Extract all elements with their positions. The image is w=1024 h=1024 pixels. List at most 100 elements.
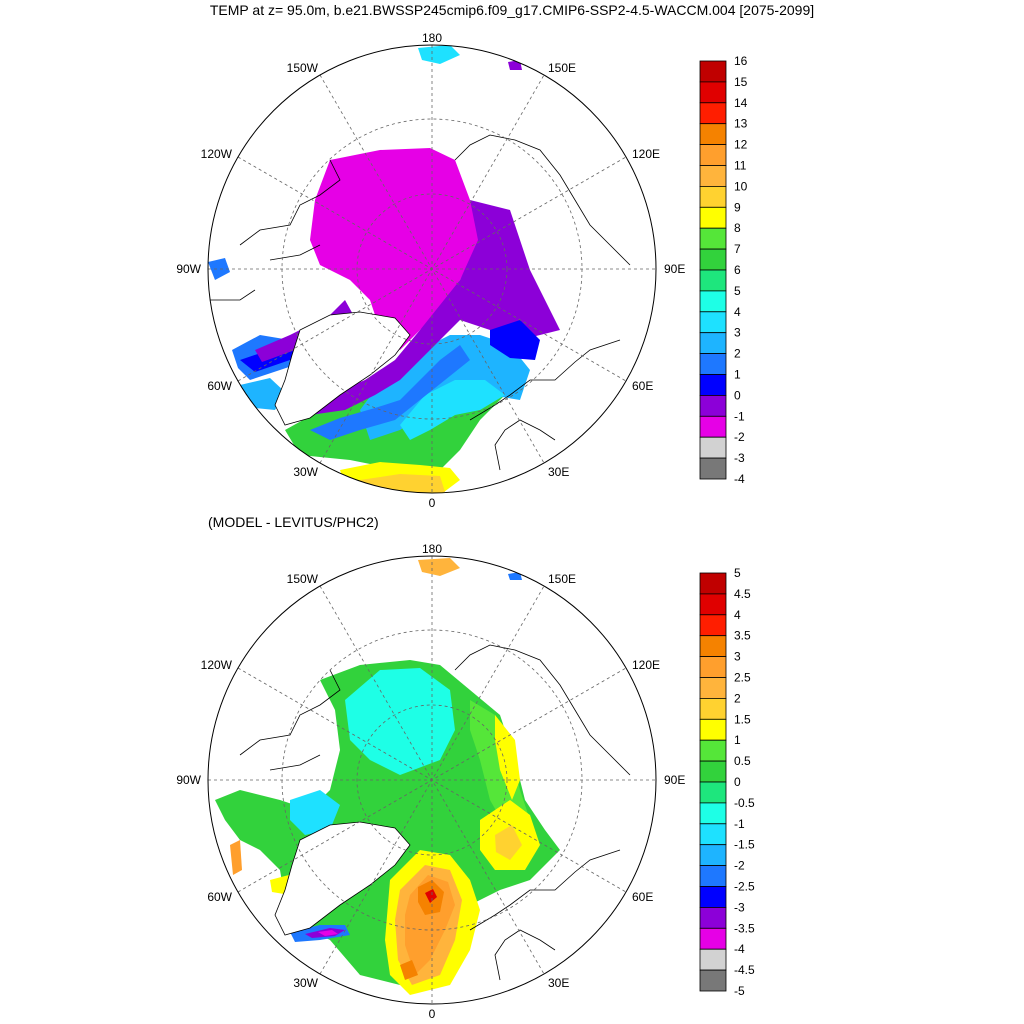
top-colorbar-tick-label: 2 bbox=[734, 347, 741, 361]
bottom-colorbar-tick-label: -4 bbox=[734, 942, 745, 956]
bottom-colorbar-tick-label: 4.5 bbox=[734, 587, 751, 601]
top-colorbar-tick-label: 12 bbox=[734, 138, 748, 152]
top-field-bering bbox=[418, 45, 460, 64]
top-greenland bbox=[274, 311, 411, 426]
bottom-colorbar-tick-label: -1 bbox=[734, 817, 745, 831]
top-colorbar-swatch bbox=[699, 457, 727, 480]
bottom-colorbar-swatch bbox=[699, 969, 727, 992]
bottom-siberia-coast bbox=[454, 644, 631, 776]
top-colorbar-swatch bbox=[699, 60, 727, 83]
bottom-field-yellow-east bbox=[495, 715, 520, 800]
top-colorbar-swatch bbox=[699, 353, 727, 375]
top-colorbar-tick-label: 11 bbox=[734, 159, 747, 173]
top-label-180: 180 bbox=[422, 31, 442, 45]
top-map-border bbox=[207, 44, 657, 494]
bottom-colorbar-swatch bbox=[699, 886, 727, 908]
bottom-colorbar-tick-label: -0.5 bbox=[734, 796, 755, 810]
difference-subtitle: (MODEL - LEVITUS/PHC2) bbox=[208, 514, 379, 530]
bottom-field-nordic-south bbox=[400, 960, 418, 980]
bottom-label-60w: 60W bbox=[207, 890, 232, 904]
bottom-colorbar-swatch bbox=[699, 927, 727, 950]
bottom-anomaly-field bbox=[215, 558, 631, 995]
bottom-field-nordic-red bbox=[425, 889, 437, 903]
top-colorbar-tick-label: 15 bbox=[734, 75, 748, 89]
top-field-blue-band bbox=[310, 345, 470, 440]
bottom-colorbar-tick-label: 0.5 bbox=[734, 754, 751, 768]
bottom-label-30w: 30W bbox=[293, 976, 318, 990]
bottom-colorbar-swatch bbox=[699, 802, 727, 825]
bottom-colorbar: 5 4.5 4 3.5 3 2.5 2 1.5 1 0.5 0 -0.5 -1 -1.5 -2 -2.5 -3 -… bbox=[699, 566, 755, 998]
bottom-colorbar-swatch bbox=[699, 614, 727, 637]
top-colorbar-tick-label: 8 bbox=[734, 221, 741, 235]
top-colorbar-swatch bbox=[699, 248, 727, 271]
top-label-60e: 60E bbox=[632, 379, 653, 393]
top-label-60w: 60W bbox=[207, 379, 232, 393]
bottom-colorbar-tick-label: -4.5 bbox=[734, 963, 755, 977]
top-colorbar-tick-label: 1 bbox=[734, 368, 741, 382]
bottom-field-cyan-central bbox=[345, 668, 455, 775]
bottom-colorbar-tick-label: -5 bbox=[734, 984, 745, 998]
bottom-polar-map: 180 0 90W 90E 150W 150E 120W 120E 60W 60… bbox=[176, 542, 685, 1021]
top-label-120e: 120E bbox=[632, 147, 660, 161]
bottom-field-westcoast-orange bbox=[230, 840, 242, 875]
bottom-colorbar-swatch bbox=[699, 844, 727, 867]
bottom-colorbar-swatch bbox=[699, 718, 727, 741]
bottom-colorbar-tick-label: 3.5 bbox=[734, 629, 751, 643]
top-colorbar-swatch bbox=[699, 227, 727, 250]
bottom-colorbar-tick-label: 1.5 bbox=[734, 712, 751, 726]
bottom-colorbar-tick-label: 3 bbox=[734, 650, 741, 664]
top-colorbar-swatch bbox=[699, 374, 727, 396]
top-label-30w: 30W bbox=[293, 465, 318, 479]
bottom-colorbar-tick-label: 2 bbox=[734, 691, 741, 705]
bottom-colorbar-swatch bbox=[699, 760, 727, 783]
bottom-colorbar-swatch bbox=[699, 781, 727, 804]
top-label-90w: 90W bbox=[176, 262, 201, 276]
top-label-0: 0 bbox=[429, 496, 436, 510]
bottom-colorbar-swatch bbox=[699, 739, 727, 762]
bottom-label-30e: 30E bbox=[548, 976, 569, 990]
bottom-field-labrador-magenta bbox=[318, 930, 338, 936]
bottom-colorbar-swatch bbox=[699, 593, 727, 616]
bottom-field-bering-blue bbox=[508, 572, 522, 580]
top-colorbar-tick-label: -2 bbox=[734, 430, 745, 444]
top-label-90e: 90E bbox=[664, 262, 685, 276]
bottom-graticule bbox=[208, 556, 656, 1004]
top-colorbar-tick-label: 0 bbox=[734, 388, 741, 402]
bottom-label-120w: 120W bbox=[201, 658, 233, 672]
top-colorbar-tick-label: 9 bbox=[734, 200, 741, 214]
bottom-map-border bbox=[207, 555, 657, 1005]
top-colorbar-swatch bbox=[699, 165, 727, 187]
top-colorbar-swatch bbox=[699, 415, 727, 438]
figure-title: TEMP at z= 95.0m, b.e21.BWSSP245cmip6.f0… bbox=[209, 2, 815, 18]
top-field-purple bbox=[310, 200, 560, 415]
top-label-120w: 120W bbox=[201, 147, 233, 161]
top-colorbar-swatch bbox=[699, 144, 727, 166]
bottom-colorbar-tick-label: -1.5 bbox=[734, 838, 755, 852]
top-label-150e: 150E bbox=[548, 61, 576, 75]
bottom-colorbar-swatch bbox=[699, 698, 727, 720]
bottom-label-150e: 150E bbox=[548, 572, 576, 586]
top-colorbar-tick-label: 7 bbox=[734, 242, 741, 256]
bottom-colorbar-swatch bbox=[699, 572, 727, 595]
top-field-dark-blue bbox=[490, 320, 540, 360]
top-label-150w: 150W bbox=[287, 61, 319, 75]
top-colorbar-swatch bbox=[699, 269, 727, 292]
bottom-colorbar-tick-label: 4 bbox=[734, 608, 741, 622]
bottom-label-180: 180 bbox=[422, 542, 442, 556]
top-colorbar-tick-label: -4 bbox=[734, 472, 745, 486]
top-colorbar-tick-label: -3 bbox=[734, 451, 745, 465]
bottom-field-cyan-west bbox=[290, 790, 340, 835]
bottom-label-60e: 60E bbox=[632, 890, 653, 904]
bottom-label-90w: 90W bbox=[176, 773, 201, 787]
bottom-label-90e: 90E bbox=[664, 773, 685, 787]
top-colorbar-tick-label: 4 bbox=[734, 305, 741, 319]
top-america-coast bbox=[210, 159, 341, 301]
bottom-field-nordic-orange bbox=[405, 875, 455, 975]
bottom-colorbar-tick-label: -3 bbox=[734, 900, 745, 914]
top-graticule bbox=[208, 45, 656, 493]
top-colorbar-swatch bbox=[699, 185, 727, 208]
top-label-30e: 30E bbox=[548, 465, 569, 479]
bottom-colorbar-tick-label: 2.5 bbox=[734, 671, 751, 685]
